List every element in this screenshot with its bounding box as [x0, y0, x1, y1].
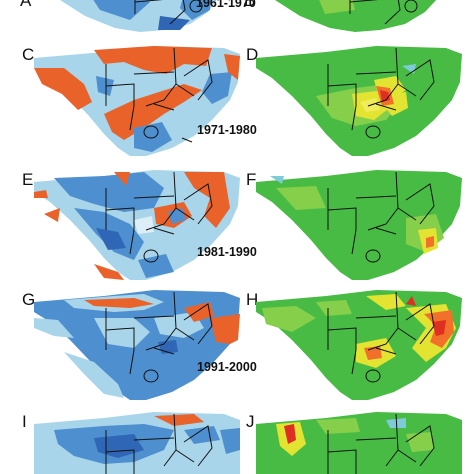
panel-label-j: J [246, 412, 255, 431]
panel-label-d: D [246, 45, 259, 64]
panel-label-f: F [246, 170, 257, 189]
panel-label-a: A [20, 0, 32, 10]
map-panel-h [256, 288, 462, 406]
period-label-1: 1961-1970 [196, 0, 256, 10]
map-panel-g [34, 288, 240, 406]
period-label-2: 1971-1980 [197, 123, 257, 137]
map-panel-a [40, 0, 240, 38]
map-panel-i [34, 410, 240, 474]
map-panel-d [256, 44, 462, 162]
panel-label-h: H [246, 290, 259, 309]
panel-label-g: G [22, 290, 36, 309]
panel-label-i: I [22, 412, 27, 431]
map-panel-e [34, 168, 240, 286]
map-panel-c [34, 44, 240, 162]
period-label-4: 1991-2000 [197, 360, 257, 374]
map-panel-j [256, 410, 462, 474]
map-panel-b [255, 0, 455, 38]
panel-label-e: E [22, 170, 34, 189]
map-panel-f [256, 168, 462, 286]
period-label-3: 1981-1990 [197, 245, 257, 259]
panel-label-b: B [244, 0, 256, 10]
panel-label-c: C [22, 45, 35, 64]
